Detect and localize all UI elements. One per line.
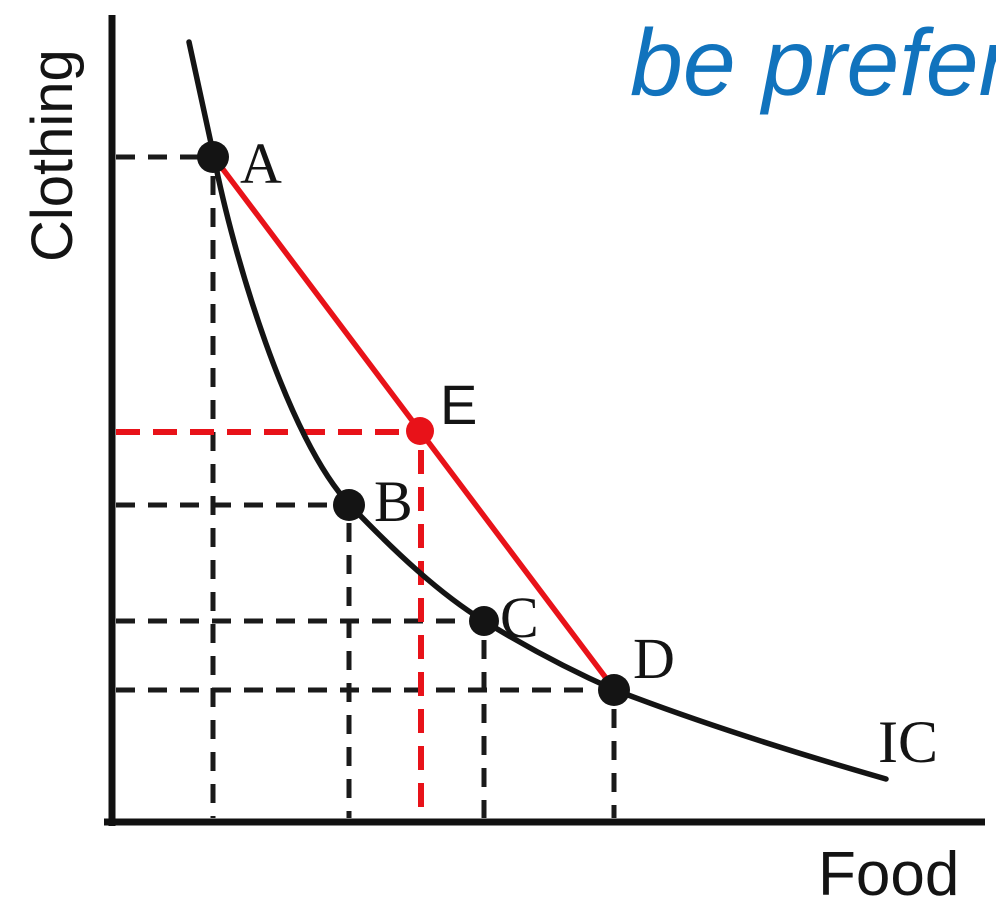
- point-a-dot: [197, 141, 229, 173]
- curve-ic-label: IC: [878, 709, 938, 775]
- red-guide-lines: [116, 429, 424, 818]
- point-c-label: C: [500, 585, 539, 650]
- blue-annotation-text: be prefer: [630, 10, 996, 116]
- y-axis-title: Clothing: [20, 49, 85, 262]
- point-d-dot: [598, 674, 630, 706]
- point-b-label: B: [374, 469, 413, 534]
- point-e-label: E: [440, 373, 477, 436]
- point-c-dot: [469, 606, 499, 636]
- black-guide-lines: [116, 154, 617, 818]
- point-e-dot: [406, 417, 434, 445]
- point-b-dot: [333, 489, 365, 521]
- x-axis-title: Food: [818, 840, 959, 899]
- point-a-label: A: [240, 131, 282, 196]
- indifference-curve: [186, 39, 889, 782]
- point-d-label: D: [633, 626, 675, 691]
